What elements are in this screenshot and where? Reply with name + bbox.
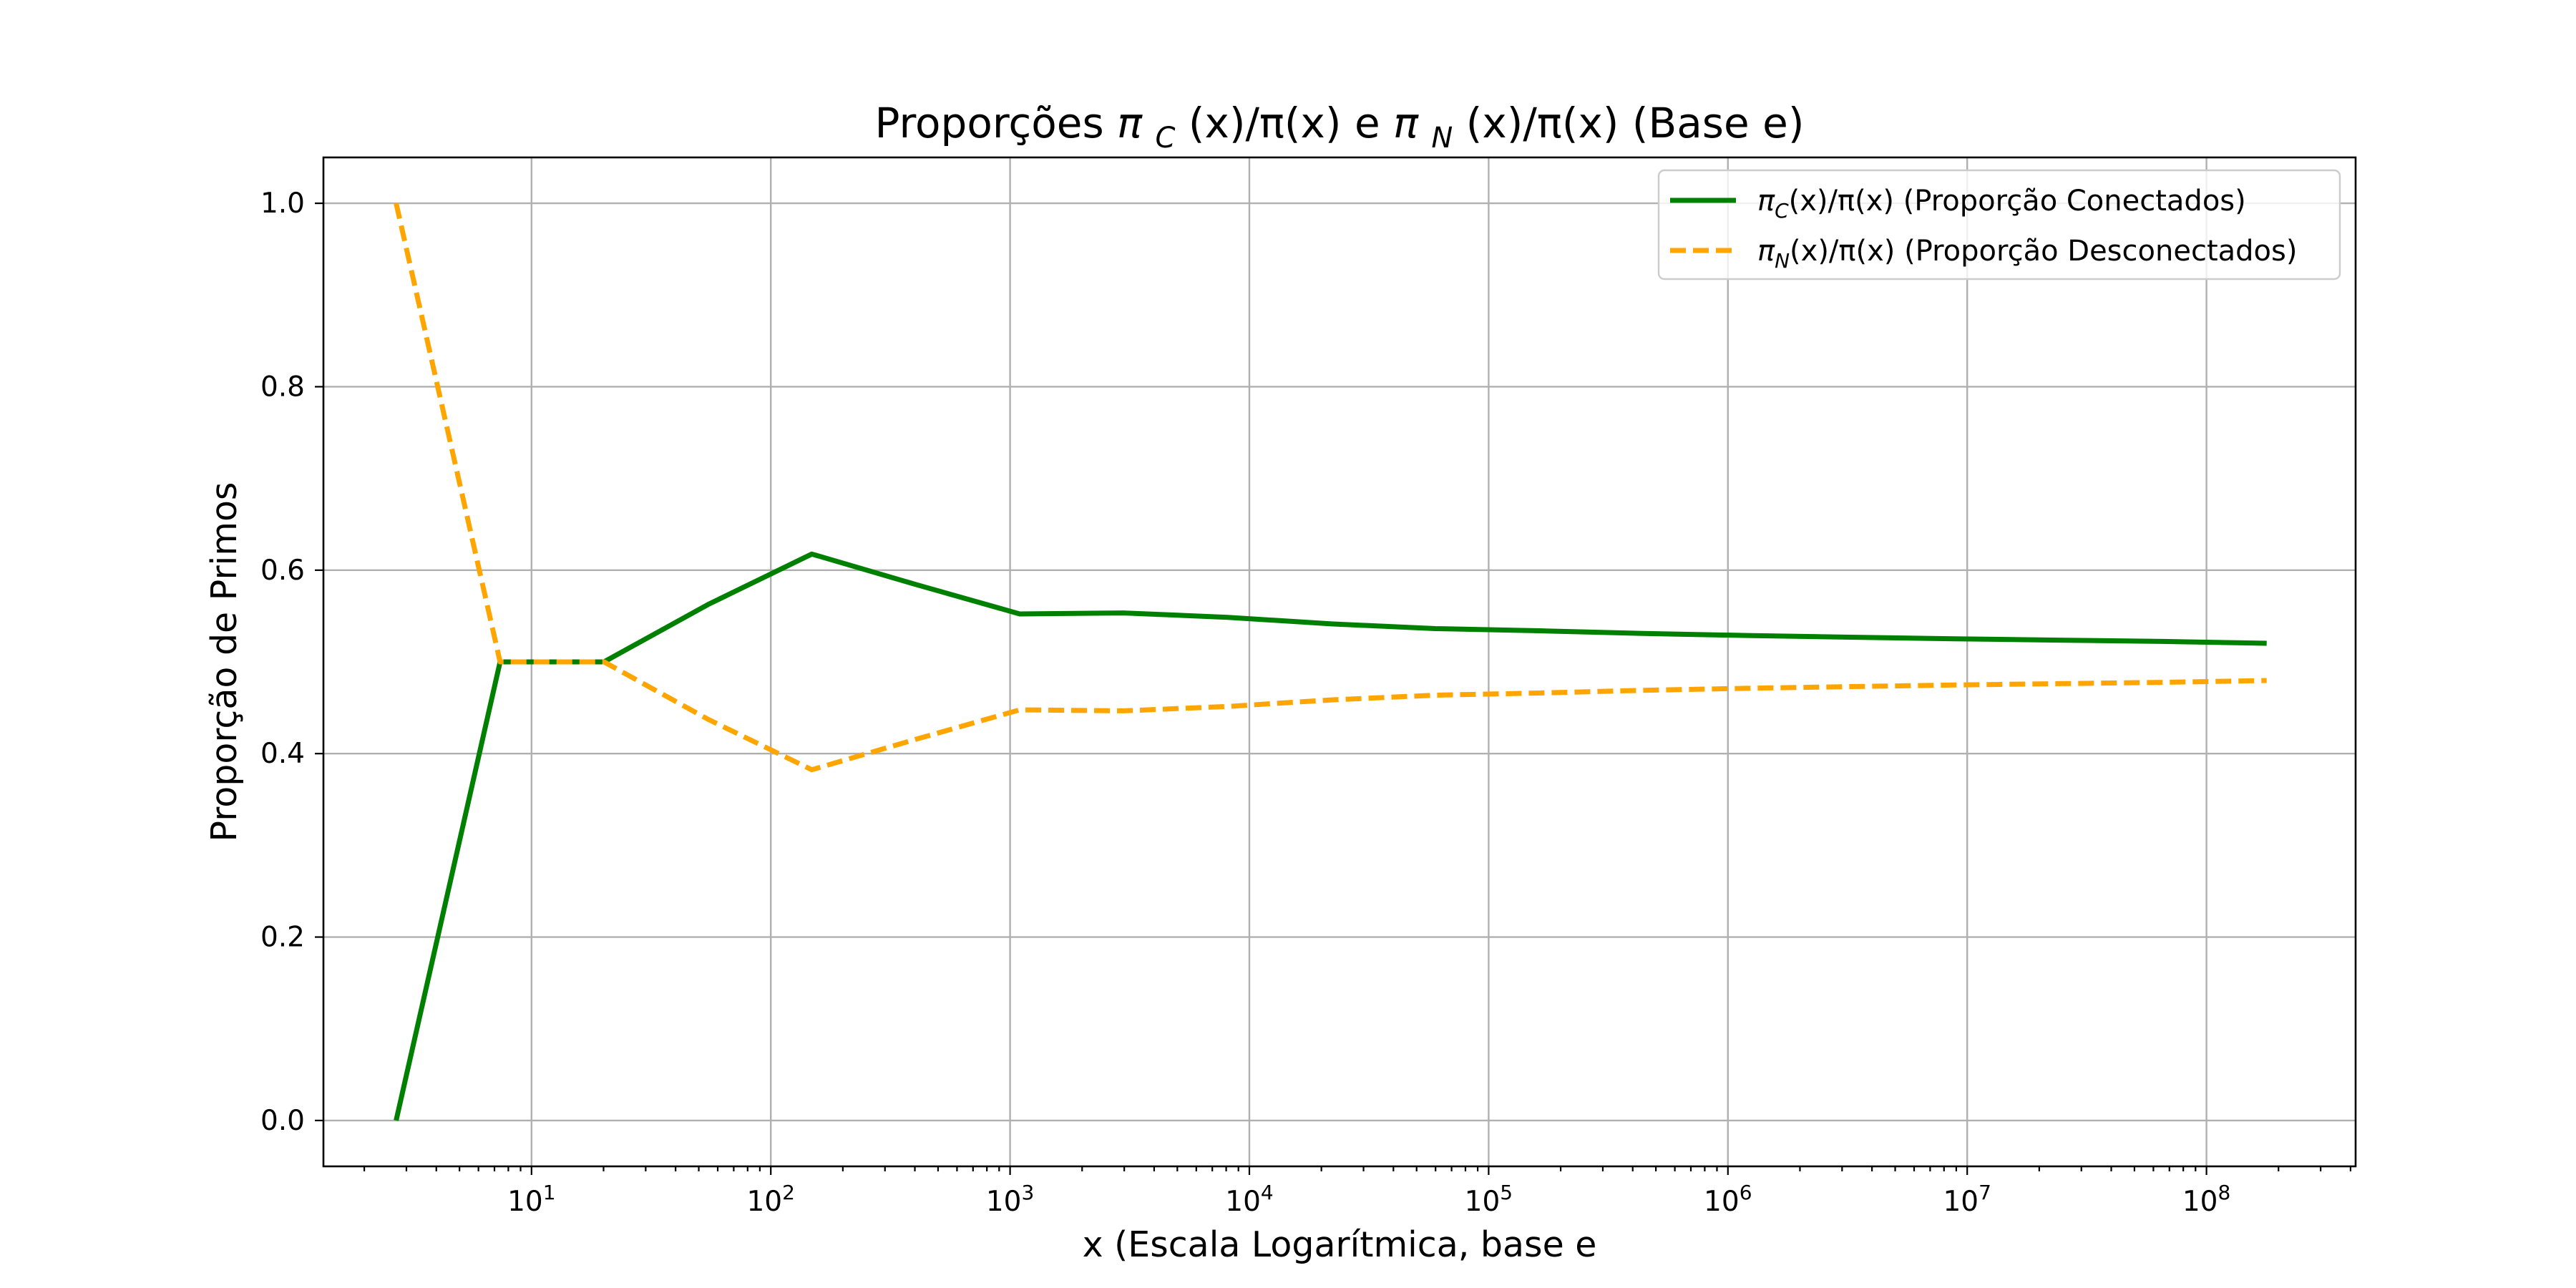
x-tick-label: 105 bbox=[1465, 1181, 1513, 1218]
title-pi-c: π bbox=[1117, 99, 1143, 147]
x-tick-label: 103 bbox=[986, 1181, 1034, 1218]
legend-box bbox=[1657, 169, 2341, 280]
x-axis-label: x (Escala Logarítmica, base e bbox=[1083, 1224, 1597, 1265]
y-tick-label: 0.6 bbox=[260, 555, 305, 587]
title-frac-2: (x)/π(x) bbox=[1466, 99, 1619, 147]
x-tick-label: 104 bbox=[1225, 1181, 1273, 1218]
x-tick-label: 106 bbox=[1704, 1181, 1752, 1218]
title-frac-1: (x)/π(x) bbox=[1189, 99, 1342, 147]
title-prefix: Proporções bbox=[875, 99, 1118, 147]
x-tick-label: 101 bbox=[507, 1181, 555, 1218]
series-line-disconnected bbox=[394, 203, 2267, 773]
y-tick-label: 1.0 bbox=[260, 187, 305, 220]
legend-text-connected: πC(x)/π(x) (Proporção Conectados) bbox=[1757, 185, 2246, 223]
title-mid: e bbox=[1355, 99, 1393, 147]
y-tick-label: 0.2 bbox=[260, 922, 305, 954]
tick-layer: 0.0 0.2 0.4 0.6 0.8 1.0 101 102 103 104 105 106 107 1… bbox=[260, 187, 2352, 1218]
y-tick-label: 0.8 bbox=[260, 371, 305, 403]
series-layer bbox=[394, 203, 2267, 1121]
title-sub-n: N bbox=[1431, 122, 1453, 155]
y-axis-label: Proporção de Primos bbox=[204, 482, 245, 842]
series-line-connected bbox=[394, 551, 2267, 1121]
grid-layer bbox=[323, 157, 2356, 1166]
x-tick-label: 108 bbox=[2182, 1181, 2230, 1218]
plot-frame bbox=[322, 156, 2357, 1168]
title-pi-n: π bbox=[1393, 99, 1419, 147]
title-sub-c: C bbox=[1156, 122, 1176, 155]
y-tick-label: 0.0 bbox=[260, 1105, 305, 1137]
title-suffix: (Base e) bbox=[1632, 99, 1805, 147]
x-tick-label: 102 bbox=[746, 1181, 794, 1218]
legend-text-disconnected: πN(x)/π(x) (Proporção Desconectados) bbox=[1757, 235, 2297, 273]
legend: πC(x)/π(x) (Proporção Conectados) πN(x)/… bbox=[1657, 169, 2341, 280]
y-tick-label: 0.4 bbox=[260, 738, 305, 770]
x-tick-label: 107 bbox=[1943, 1181, 1991, 1218]
chart-title: Proporções π C (x)/π(x) e π N (x)/π(x) (… bbox=[875, 99, 1805, 157]
